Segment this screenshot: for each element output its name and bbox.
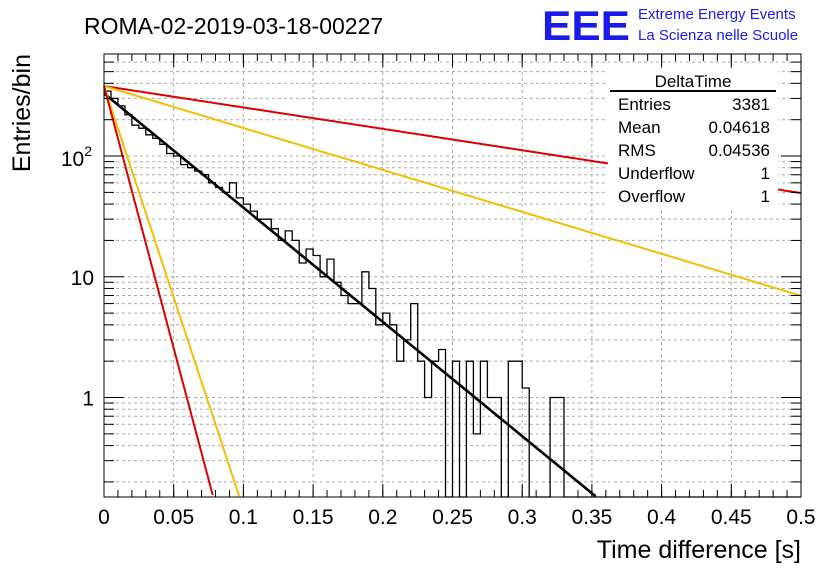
stats-value: 1 [761, 164, 770, 183]
stats-title: DeltaTime [655, 72, 732, 91]
x-tick-label: 0.05 [153, 506, 194, 529]
x-tick-label: 0 [98, 506, 110, 529]
x-tick-label: 0.45 [711, 506, 752, 529]
stats-label: Mean [618, 118, 661, 137]
x-tick-label: 0.2 [368, 506, 397, 529]
stats-value: 3381 [732, 95, 770, 114]
stats-label: RMS [618, 141, 656, 160]
stats-value: 0.04536 [709, 141, 770, 160]
curve-yellow-slow [103, 85, 802, 297]
x-tick-label: 0.4 [647, 506, 677, 529]
x-tick-label: 0.3 [508, 506, 537, 529]
stats-label: Entries [618, 95, 671, 114]
y-tick-label: 1 [82, 388, 94, 411]
stats-value: 0.04618 [709, 118, 770, 137]
stats-box-bg [608, 70, 778, 210]
y-tick-label: 102 [61, 143, 92, 171]
stats-value: 1 [761, 187, 770, 206]
x-tick-label: 0.5 [786, 506, 815, 529]
x-tick-label: 0.1 [229, 506, 258, 529]
x-axis-label: Time difference [s] [597, 536, 801, 564]
curve-yellow-fast [103, 85, 241, 497]
y-tick-labels: 1 10 102 [61, 143, 94, 410]
x-tick-labels: 0 0.05 0.1 0.15 0.2 0.25 0.3 0.35 0.4 0.45 0.5 [98, 506, 815, 529]
x-tick-label: 0.35 [571, 506, 612, 529]
stats-box: DeltaTime Entries 3381 Mean 0.04618 RMS 0.045… [608, 70, 778, 210]
y-axis-label: Entries/bin [8, 54, 36, 172]
y-tick-label: 10 [71, 267, 94, 290]
stats-label: Overflow [618, 187, 686, 206]
eee-logo: EEE Extreme Energy Events La Scienza nel… [542, 2, 798, 49]
x-tick-label: 0.15 [293, 506, 334, 529]
logo-mark: EEE [542, 2, 630, 49]
curve-fit-main [103, 92, 597, 498]
stats-label: Underflow [618, 164, 695, 183]
logo-line2: La Scienza nelle Scuole [638, 27, 798, 44]
curve-red-fast [103, 85, 214, 496]
chart-title: ROMA-02-2019-03-18-00227 [84, 13, 383, 39]
axis-ticks [103, 54, 802, 497]
x-tick-label: 0.25 [432, 506, 473, 529]
logo-line1: Extreme Energy Events [638, 6, 796, 23]
